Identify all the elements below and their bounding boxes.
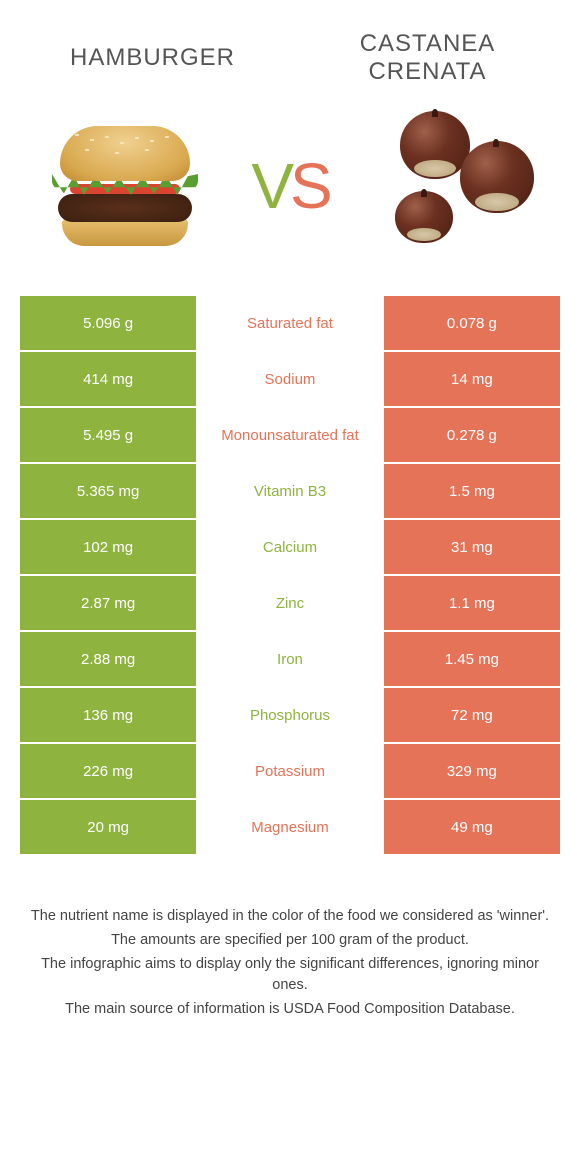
table-row: 102 mgCalcium31 mg	[20, 520, 560, 574]
left-value: 5.096 g	[20, 296, 198, 350]
right-value: 14 mg	[382, 352, 560, 406]
footer-line: The infographic aims to display only the…	[30, 954, 550, 998]
nutrient-label: Saturated fat	[198, 296, 382, 350]
nutrient-label: Sodium	[198, 352, 382, 406]
right-value: 1.1 mg	[382, 576, 560, 630]
right-value: 72 mg	[382, 688, 560, 742]
nutrient-label: Calcium	[198, 520, 382, 574]
table-row: 226 mgPotassium329 mg	[20, 744, 560, 798]
left-value: 5.495 g	[20, 408, 198, 462]
vs-v: V	[251, 150, 290, 222]
comparison-table: 5.096 gSaturated fat0.078 g414 mgSodium1…	[0, 296, 580, 854]
header: HAMBURGER CASTANEA CRENATA	[0, 0, 580, 96]
vs-s: S	[290, 150, 329, 222]
table-row: 20 mgMagnesium49 mg	[20, 800, 560, 854]
left-value: 2.88 mg	[20, 632, 198, 686]
footer-notes: The nutrient name is displayed in the co…	[0, 856, 580, 1043]
chestnut-icon	[370, 106, 540, 266]
left-food-title: HAMBURGER	[40, 44, 265, 72]
left-value: 102 mg	[20, 520, 198, 574]
left-value: 414 mg	[20, 352, 198, 406]
nutrient-label: Vitamin B3	[198, 464, 382, 518]
left-value: 5.365 mg	[20, 464, 198, 518]
left-value: 226 mg	[20, 744, 198, 798]
nutrient-label: Magnesium	[198, 800, 382, 854]
right-food-title: CASTANEA CRENATA	[315, 30, 540, 86]
table-row: 2.88 mgIron1.45 mg	[20, 632, 560, 686]
right-value: 0.278 g	[382, 408, 560, 462]
nutrient-label: Zinc	[198, 576, 382, 630]
footer-line: The main source of information is USDA F…	[30, 999, 550, 1021]
table-row: 5.365 mgVitamin B31.5 mg	[20, 464, 560, 518]
images-row: VS	[0, 96, 580, 296]
left-value: 2.87 mg	[20, 576, 198, 630]
table-row: 136 mgPhosphorus72 mg	[20, 688, 560, 742]
right-value: 0.078 g	[382, 296, 560, 350]
table-row: 5.096 gSaturated fat0.078 g	[20, 296, 560, 350]
footer-line: The nutrient name is displayed in the co…	[30, 906, 550, 928]
right-value: 329 mg	[382, 744, 560, 798]
right-value: 49 mg	[382, 800, 560, 854]
right-value: 31 mg	[382, 520, 560, 574]
table-row: 414 mgSodium14 mg	[20, 352, 560, 406]
nutrient-label: Potassium	[198, 744, 382, 798]
table-row: 5.495 gMonounsaturated fat0.278 g	[20, 408, 560, 462]
nutrient-label: Iron	[198, 632, 382, 686]
vs-label: VS	[251, 149, 328, 223]
left-value: 20 mg	[20, 800, 198, 854]
left-value: 136 mg	[20, 688, 198, 742]
right-value: 1.45 mg	[382, 632, 560, 686]
hamburger-icon	[40, 106, 210, 266]
table-row: 2.87 mgZinc1.1 mg	[20, 576, 560, 630]
footer-line: The amounts are specified per 100 gram o…	[30, 930, 550, 952]
right-value: 1.5 mg	[382, 464, 560, 518]
nutrient-label: Monounsaturated fat	[198, 408, 382, 462]
nutrient-label: Phosphorus	[198, 688, 382, 742]
